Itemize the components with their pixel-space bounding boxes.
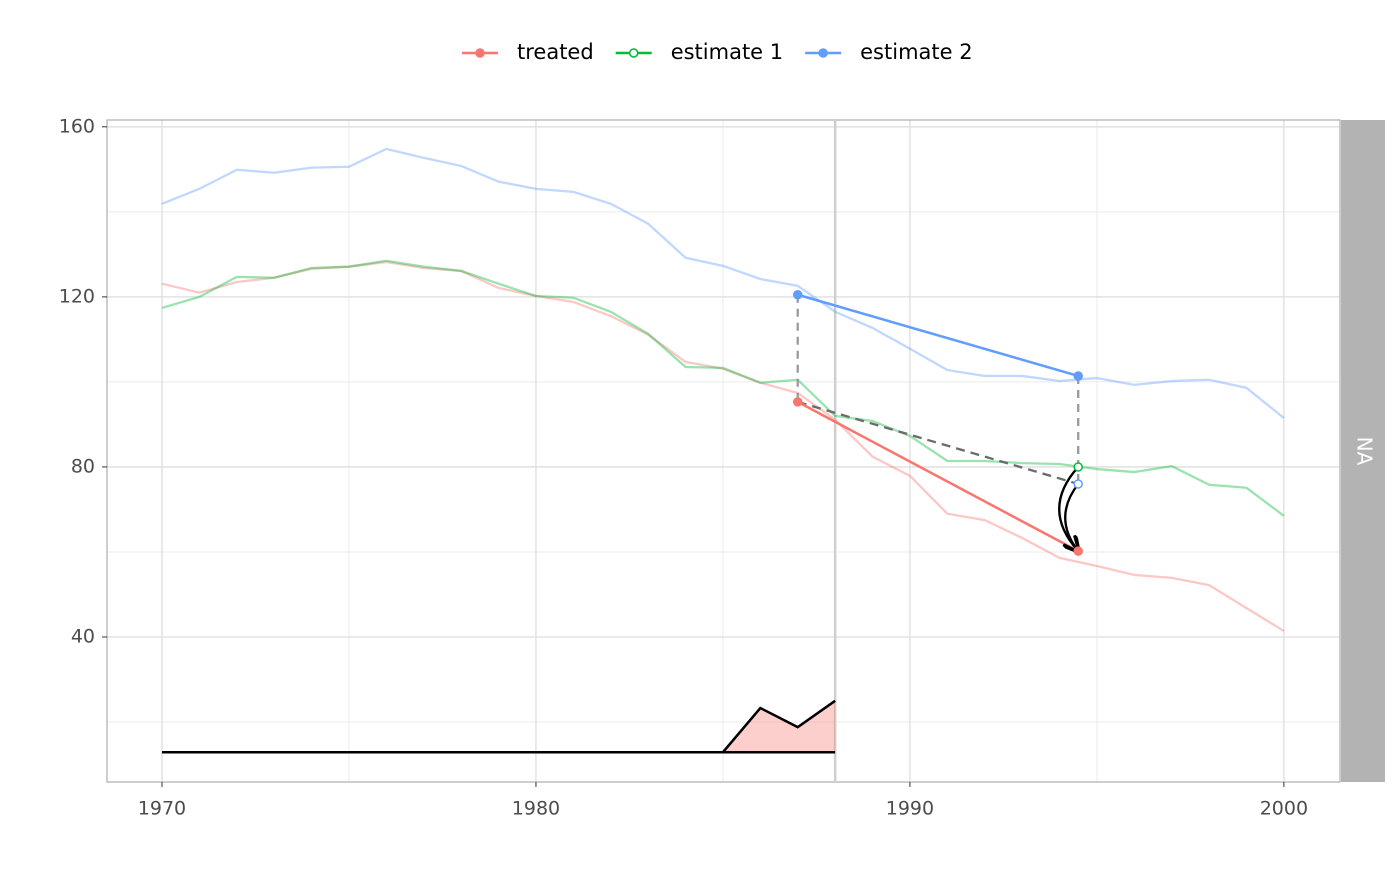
highlight-point bbox=[792, 289, 803, 300]
x-tick-label: 1970 bbox=[138, 798, 186, 820]
effect-arrow bbox=[1065, 483, 1078, 551]
highlight-point bbox=[1073, 371, 1083, 381]
weights-area bbox=[161, 700, 836, 753]
series-line bbox=[161, 147, 1285, 419]
projection-line bbox=[797, 400, 1079, 486]
x-tick-label: 2000 bbox=[1260, 798, 1308, 820]
weights-line bbox=[161, 699, 836, 754]
highlight-point bbox=[1073, 546, 1083, 556]
x-tick-label: 1990 bbox=[886, 798, 934, 820]
facet-strip bbox=[1341, 120, 1385, 782]
strip-label: NA bbox=[1353, 437, 1377, 466]
y-tick-label: 160 bbox=[59, 115, 95, 137]
panel-border bbox=[106, 119, 1341, 783]
legend-key bbox=[475, 48, 485, 58]
legend-label: estimate 2 bbox=[860, 40, 972, 64]
highlight-line bbox=[797, 293, 1079, 378]
highlight-line bbox=[797, 400, 1079, 553]
series-line bbox=[161, 259, 1285, 517]
x-tick-label: 1980 bbox=[512, 798, 560, 820]
series-line bbox=[161, 260, 1285, 633]
y-tick-label: 40 bbox=[71, 626, 95, 648]
legend-key bbox=[628, 48, 639, 58]
highlight-point bbox=[1073, 462, 1083, 472]
highlight-point bbox=[792, 397, 803, 407]
projection-point bbox=[1073, 479, 1083, 489]
legend-label: estimate 1 bbox=[671, 40, 783, 64]
y-tick-label: 80 bbox=[71, 455, 95, 477]
y-tick-label: 120 bbox=[59, 285, 95, 307]
legend-label: treated bbox=[517, 40, 594, 64]
legend-key bbox=[818, 48, 828, 58]
